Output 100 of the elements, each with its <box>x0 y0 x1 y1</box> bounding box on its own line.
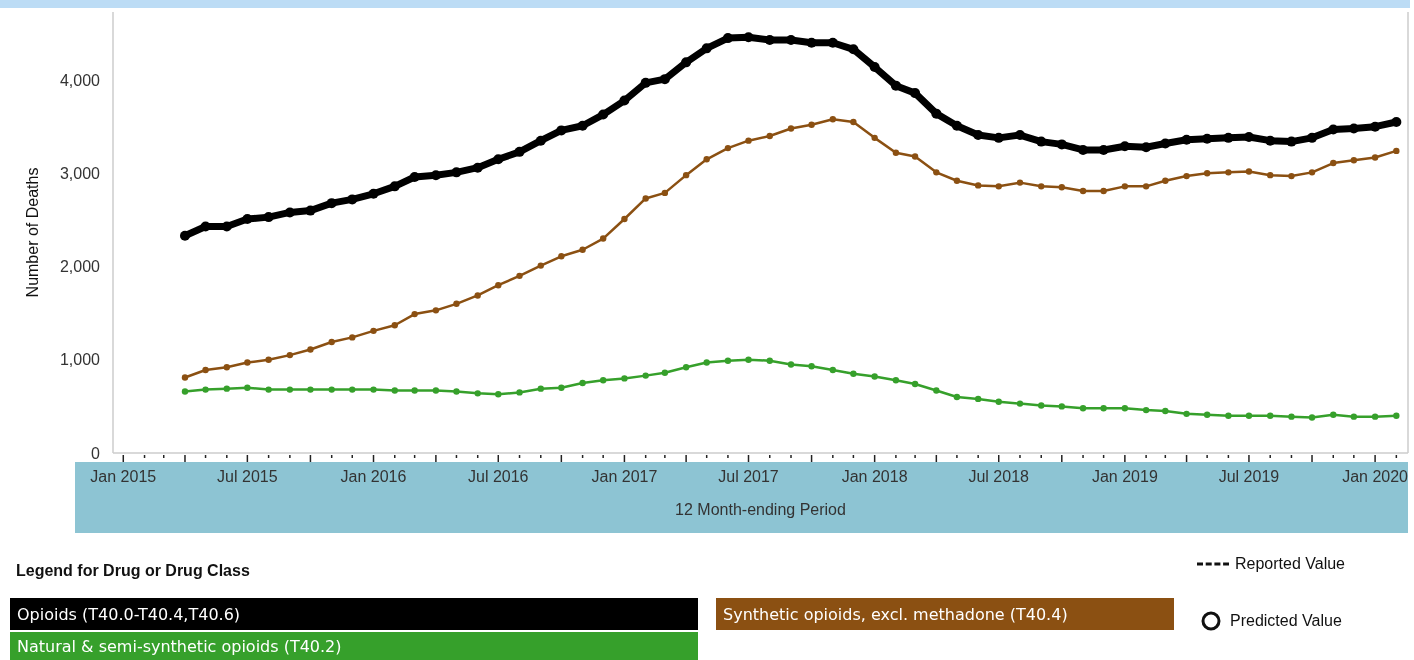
text: Opioids (T40.0-T40.4,T40.6) <box>17 605 241 624</box>
point <box>347 194 358 205</box>
point <box>933 387 940 394</box>
x-axis-title: 12 Month-ending Period <box>675 501 846 518</box>
point <box>474 292 481 299</box>
point <box>1100 187 1107 195</box>
point <box>1098 144 1109 155</box>
legend-title: Legend for Drug or Drug Class <box>16 562 250 579</box>
point <box>579 379 586 387</box>
point <box>661 369 669 377</box>
point <box>1265 135 1276 146</box>
point <box>1142 183 1150 190</box>
point <box>850 370 857 377</box>
x-tick-label: Jan 2016 <box>340 468 407 485</box>
y-tick-label: 2,000 <box>59 258 101 276</box>
point <box>284 207 295 218</box>
point <box>307 386 314 393</box>
point <box>1119 141 1130 152</box>
point <box>931 108 942 119</box>
point <box>973 130 984 141</box>
point <box>1203 411 1211 418</box>
point <box>1225 412 1232 419</box>
point <box>411 310 418 318</box>
point <box>556 125 567 136</box>
point <box>432 307 440 314</box>
point <box>474 390 481 397</box>
point <box>535 135 546 146</box>
point <box>1267 412 1274 419</box>
point <box>244 359 251 366</box>
x-tick-label: Jan 2019 <box>1091 468 1158 485</box>
x-tick-label: Jul 2018 <box>968 468 1030 485</box>
point <box>743 32 754 43</box>
point <box>1223 132 1234 143</box>
x-tick-label: Jan 2020 <box>1342 468 1409 485</box>
point <box>1267 171 1274 179</box>
point <box>995 398 1002 405</box>
x-tick-label: Jul 2019 <box>1218 468 1280 485</box>
point <box>787 361 795 368</box>
point <box>537 262 544 269</box>
point <box>1056 139 1067 150</box>
point <box>1286 136 1297 147</box>
point <box>869 62 880 73</box>
point <box>621 375 628 382</box>
point <box>745 356 752 363</box>
point <box>328 386 335 393</box>
point <box>974 182 982 189</box>
point <box>995 183 1002 190</box>
point <box>642 372 649 379</box>
point <box>286 386 294 393</box>
point <box>349 334 356 341</box>
x-tick-label: Jan 2015 <box>90 468 157 485</box>
point <box>451 167 462 178</box>
point <box>1121 405 1129 412</box>
point <box>787 125 795 132</box>
text: Reported Value <box>1235 555 1346 572</box>
point <box>1160 138 1171 149</box>
point <box>1142 406 1150 414</box>
point <box>307 346 314 353</box>
point <box>911 380 919 388</box>
point <box>1393 147 1400 155</box>
point <box>370 386 377 393</box>
point <box>1203 170 1211 177</box>
point <box>181 374 189 381</box>
point <box>1036 136 1047 147</box>
point <box>829 116 837 123</box>
point <box>974 395 982 403</box>
point <box>766 357 773 364</box>
y-tick-label: 4,000 <box>59 71 101 89</box>
point <box>1328 124 1339 135</box>
point <box>1016 400 1024 407</box>
point <box>806 37 817 48</box>
point <box>682 364 690 371</box>
point <box>808 363 815 370</box>
point <box>453 388 460 395</box>
point <box>472 162 483 173</box>
point <box>1370 121 1381 132</box>
point <box>619 95 630 106</box>
point <box>1330 159 1337 167</box>
point <box>1308 414 1316 421</box>
point <box>1288 413 1295 420</box>
point <box>1350 413 1358 420</box>
point <box>1100 405 1107 412</box>
y-tick-label: 3,000 <box>59 164 101 182</box>
point <box>391 322 398 329</box>
point <box>244 384 251 391</box>
point <box>1014 130 1025 141</box>
point <box>1016 179 1024 186</box>
point <box>1330 411 1337 418</box>
point <box>1288 172 1295 180</box>
text: Predicted Value <box>1230 612 1342 629</box>
point <box>537 385 544 392</box>
point <box>242 213 253 224</box>
point <box>953 177 961 184</box>
point <box>642 195 649 202</box>
point <box>223 364 230 371</box>
point <box>558 384 565 391</box>
point <box>1307 132 1318 143</box>
point <box>1181 134 1192 145</box>
point <box>558 253 565 260</box>
point <box>703 156 710 163</box>
